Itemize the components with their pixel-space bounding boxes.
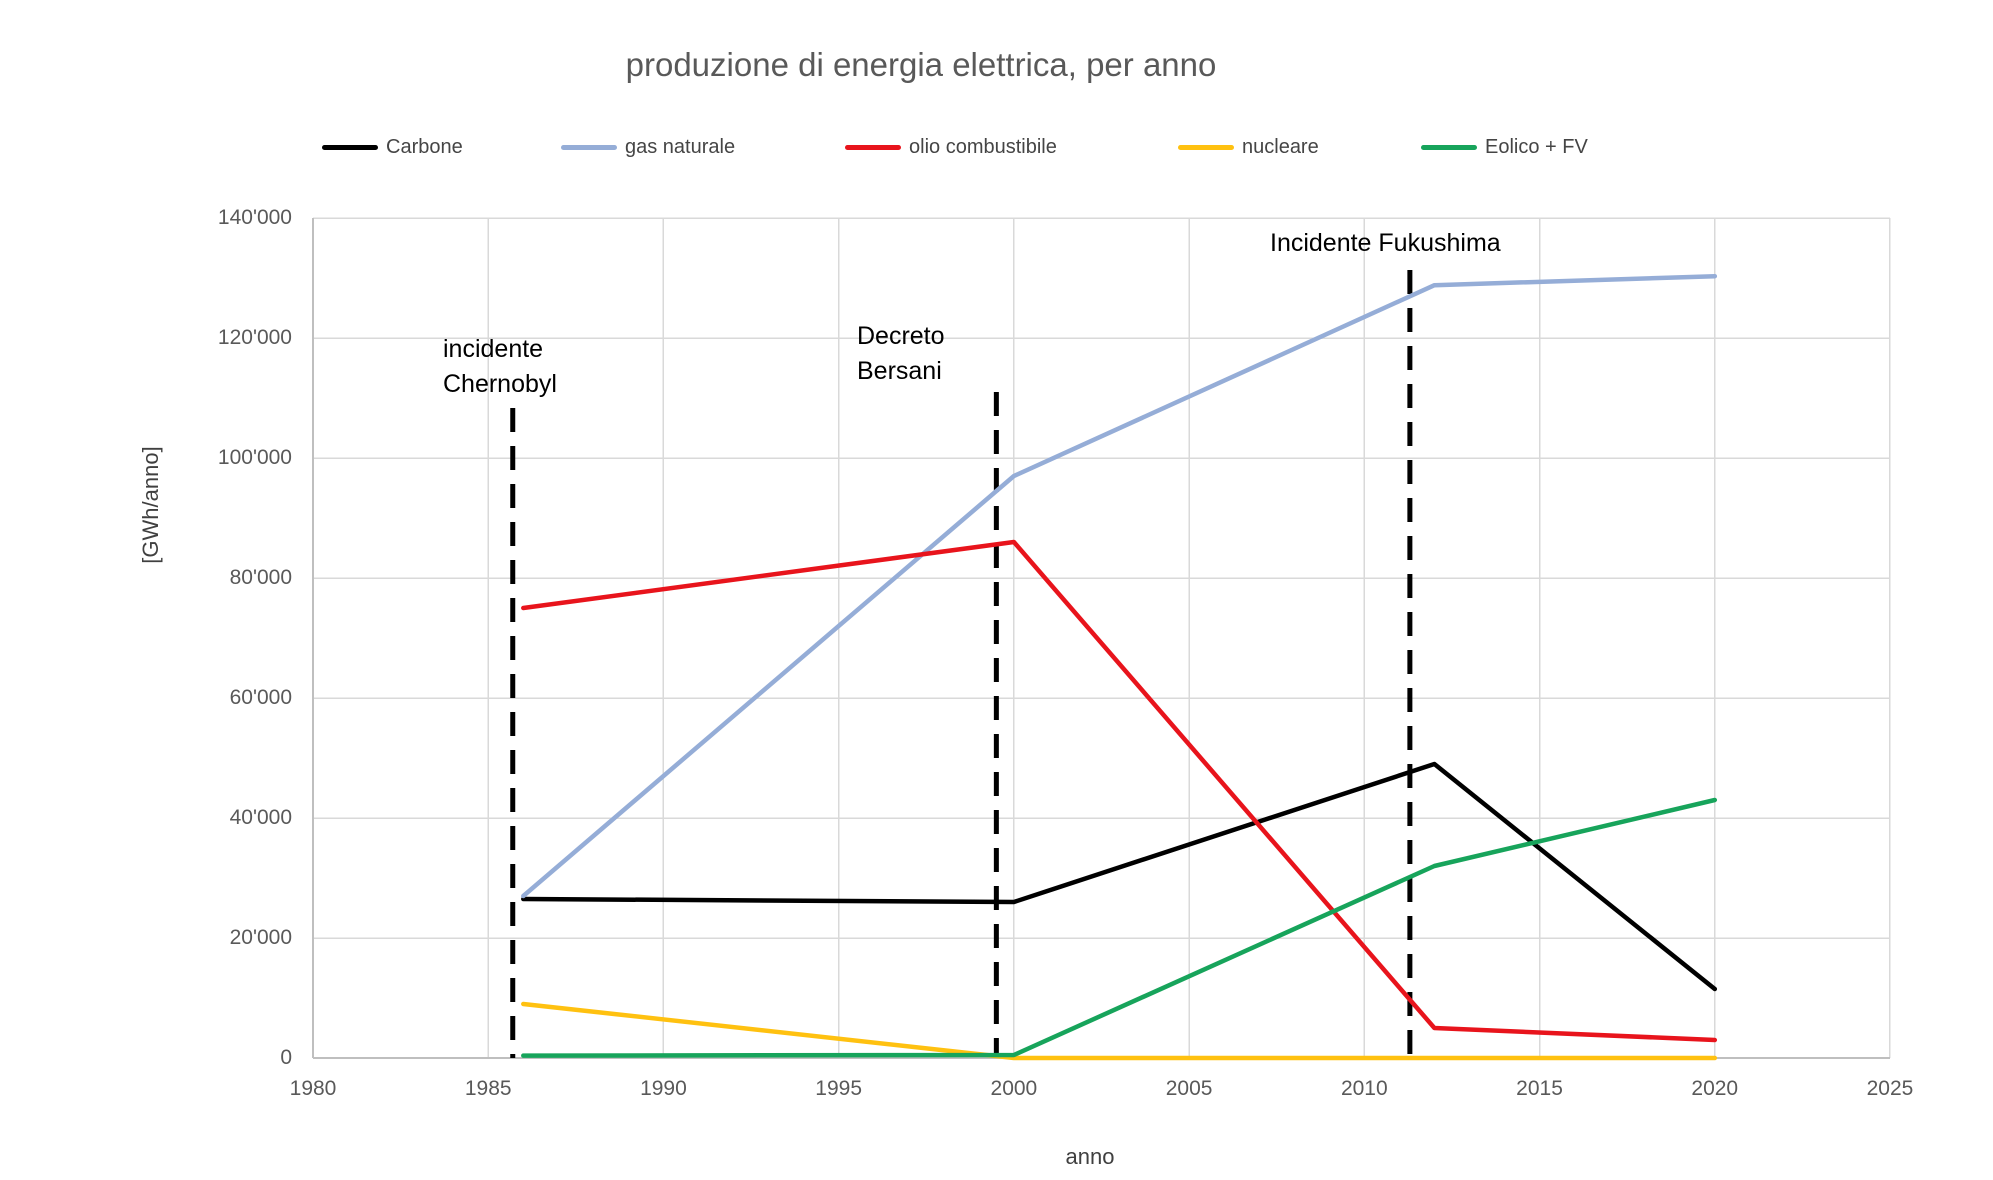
x-tick-label: 1980 — [289, 1077, 337, 1100]
series-line-nucleare — [521, 1001, 1718, 1061]
annotation-incidente-fukushima: Incidente Fukushima — [1270, 226, 1501, 261]
x-tick-label: 2010 — [1340, 1077, 1388, 1100]
x-tick-label: 1990 — [640, 1077, 687, 1100]
annotation-line: Chernobyl — [443, 370, 557, 398]
x-tick-label: 2020 — [1691, 1077, 1739, 1100]
legend-label: gas naturale — [625, 135, 736, 158]
series-line-gas-naturale — [521, 273, 1718, 899]
annotation-line: Bersani — [857, 357, 942, 385]
series-line-carbone — [521, 761, 1718, 992]
annotation-line: Incidente Fukushima — [1270, 229, 1501, 257]
x-tick-label: 1995 — [815, 1077, 863, 1100]
legend-swatch-icon — [1421, 144, 1477, 150]
annotation-incidente-chernobyl: incidente Chernobyl — [443, 332, 557, 402]
x-tick-label: 1985 — [464, 1077, 512, 1100]
x-tick-label: 2000 — [990, 1077, 1038, 1100]
legend-swatch-icon — [322, 144, 378, 150]
y-tick-label: 60'000 — [229, 686, 292, 709]
y-axis-title: [GWh/anno] — [138, 446, 163, 564]
legend-item-nucleare: nucleare — [1178, 133, 1319, 161]
legend-swatch-icon — [561, 144, 617, 150]
legend-label: olio combustibile — [909, 135, 1057, 158]
x-tick-label: 2015 — [1516, 1077, 1563, 1100]
y-tick-label: 80'000 — [229, 566, 292, 589]
legend-item-carbone: Carbone — [322, 133, 463, 161]
y-tick-label: 140'000 — [217, 206, 292, 229]
series-line-olio-combustibile — [521, 539, 1718, 1043]
x-tick-label: 2005 — [1165, 1077, 1213, 1100]
legend-swatch-icon — [845, 144, 901, 150]
y-tick-label: 40'000 — [229, 806, 292, 829]
y-tick-label: 0 — [280, 1046, 292, 1069]
legend-label: Eolico + FV — [1485, 135, 1588, 158]
legend-item-olio-combustibile: olio combustibile — [845, 133, 1057, 161]
legend-label: nucleare — [1242, 135, 1319, 158]
x-tick-label: 2025 — [1866, 1077, 1914, 1100]
legend: Carbone gas naturale olio combustibile nucl… — [0, 133, 1993, 163]
chart-title: produzione di energia elettrica, per ann… — [625, 46, 1217, 83]
legend-label: Carbone — [386, 135, 463, 158]
annotation-decreto-bersani: Decreto Bersani — [857, 319, 945, 389]
y-tick-label: 100'000 — [217, 446, 292, 469]
legend-item-gas-naturale: gas naturale — [561, 133, 735, 161]
x-axis-title: anno — [1065, 1144, 1115, 1169]
legend-swatch-icon — [1178, 144, 1234, 150]
annotation-line: incidente — [443, 335, 544, 363]
legend-item-eolico-fv: Eolico + FV — [1421, 133, 1588, 161]
annotation-line: Decreto — [857, 322, 945, 350]
series-line-eolico-fv — [521, 797, 1718, 1058]
y-tick-label: 120'000 — [217, 326, 292, 349]
y-tick-label: 20'000 — [229, 926, 292, 949]
